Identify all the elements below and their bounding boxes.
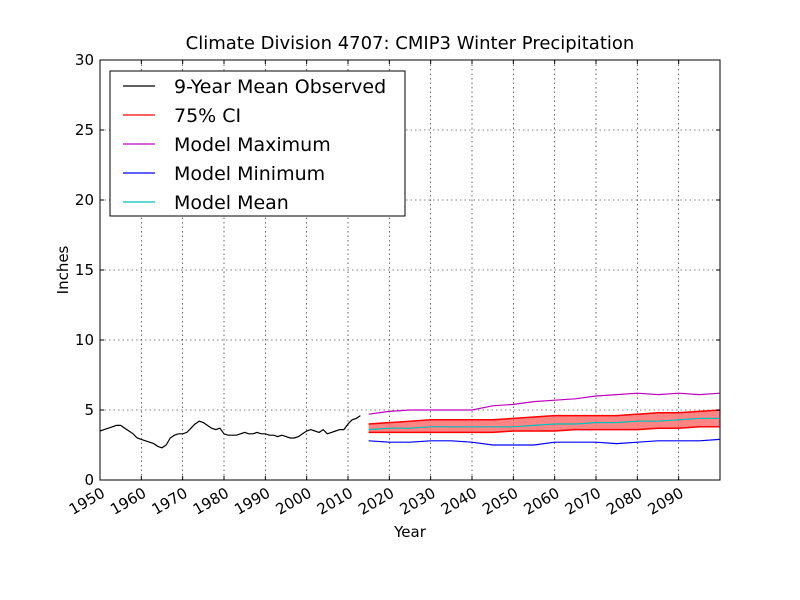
x-tick-label: 2090: [645, 484, 687, 519]
legend-label: 9-Year Mean Observed: [174, 76, 386, 98]
y-tick-labels: 0 5 10 15 20 25 30: [75, 51, 94, 489]
ci-lower-line: [368, 426, 720, 434]
x-tick-label: 2080: [603, 484, 645, 519]
legend-box: [109, 70, 406, 217]
plot-area: [99, 392, 721, 449]
legend-label: Model Maximum: [174, 134, 331, 156]
legend-label: Model Mean: [174, 192, 289, 214]
y-tick-label: 30: [75, 51, 94, 69]
axis-ticks: [99, 59, 720, 481]
ci-upper-line: [368, 409, 721, 425]
y-tick-label: 5: [84, 401, 94, 419]
x-tick-label: 2070: [562, 484, 604, 519]
y-tick-label: 25: [75, 121, 94, 139]
legend-label: 75% CI: [174, 105, 241, 127]
model-mean-line: [368, 417, 720, 431]
x-axis-label: Year: [393, 523, 427, 541]
x-tick-labels: 1950 1960 1970 1980 1990 2000 2010 2020 2030 2040…: [66, 484, 687, 519]
model-maximum-line: [368, 392, 721, 415]
x-tick-label: 1950: [66, 484, 108, 519]
x-tick-label: 1970: [149, 484, 191, 519]
x-tick-label: 2000: [273, 484, 315, 519]
x-tick-label: 1980: [190, 484, 232, 519]
x-tick-label: 2040: [438, 484, 480, 519]
chart-title: Climate Division 4707: CMIP3 Winter Prec…: [186, 33, 635, 54]
observed-line: [99, 415, 361, 449]
x-tick-label: 2060: [521, 484, 563, 519]
y-tick-label: 0: [84, 471, 94, 489]
legend: 9-Year Mean Observed 75% CI Model Maximum M…: [109, 70, 406, 217]
model-minimum-line: [368, 438, 721, 446]
x-tick-label: 2030: [397, 484, 439, 519]
y-tick-label: 15: [75, 261, 94, 279]
y-tick-label: 10: [75, 331, 94, 349]
y-axis-label: Inches: [54, 245, 72, 294]
x-tick-label: 1990: [231, 484, 273, 519]
x-tick-label: 1960: [107, 484, 149, 519]
x-tick-label: 2050: [479, 484, 521, 519]
x-tick-label: 2010: [314, 484, 356, 519]
y-tick-label: 20: [75, 191, 94, 209]
legend-label: Model Minimum: [174, 163, 325, 185]
x-tick-label: 2020: [355, 484, 397, 519]
